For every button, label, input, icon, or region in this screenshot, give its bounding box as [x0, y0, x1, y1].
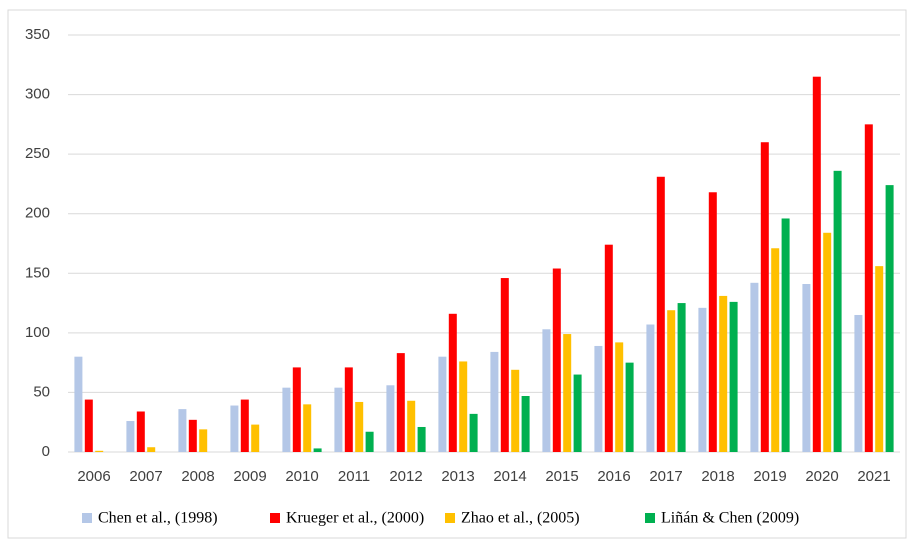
bar	[864, 124, 873, 452]
bar	[386, 385, 395, 452]
y-tick-label: 50	[33, 383, 50, 400]
bar	[594, 345, 603, 452]
legend-swatch	[82, 513, 92, 523]
bar	[521, 396, 530, 452]
bar	[438, 356, 447, 452]
bar	[469, 413, 478, 452]
bar	[490, 351, 499, 452]
bar	[178, 409, 187, 452]
x-tick-label: 2013	[441, 468, 474, 485]
bar	[542, 329, 551, 452]
x-tick-label: 2014	[493, 468, 526, 485]
bar	[760, 142, 769, 452]
bar	[147, 447, 156, 452]
bar	[74, 356, 83, 452]
bar	[885, 185, 894, 452]
y-tick-label: 350	[25, 26, 50, 43]
x-tick-label: 2016	[597, 468, 630, 485]
bar	[84, 399, 93, 452]
x-tick-label: 2020	[805, 468, 838, 485]
bar	[823, 232, 832, 452]
y-tick-label: 300	[25, 86, 50, 103]
y-tick-label: 250	[25, 145, 50, 162]
bar	[656, 176, 665, 452]
legend-swatch	[445, 513, 455, 523]
legend-label: Zhao et al., (2005)	[461, 510, 580, 527]
bar	[708, 192, 717, 453]
bar	[615, 342, 624, 452]
bar	[802, 284, 811, 452]
bar	[282, 387, 291, 452]
x-tick-label: 2008	[181, 468, 214, 485]
bar	[875, 266, 884, 452]
bar	[604, 244, 613, 452]
legend-swatch	[270, 513, 280, 523]
bar	[303, 404, 312, 452]
bar	[344, 367, 353, 452]
x-tick-label: 2021	[857, 468, 890, 485]
bar	[199, 429, 208, 452]
x-tick-label: 2009	[233, 468, 266, 485]
bar	[313, 448, 322, 452]
bar	[750, 282, 759, 452]
x-tick-label: 2006	[77, 468, 110, 485]
bar	[511, 369, 520, 452]
bar	[95, 450, 104, 452]
bar	[334, 387, 343, 452]
x-tick-label: 2012	[389, 468, 422, 485]
bar	[646, 324, 655, 452]
bar	[355, 401, 364, 452]
y-tick-label: 150	[25, 264, 50, 281]
bar	[667, 310, 676, 452]
bar	[407, 400, 416, 452]
legend-label: Liñán & Chen (2009)	[661, 510, 799, 527]
bar	[396, 353, 405, 452]
bar	[552, 268, 561, 452]
legend-label: Chen et al., (1998)	[98, 510, 218, 527]
legend-label: Krueger et al., (2000)	[286, 510, 424, 527]
bar	[126, 421, 135, 452]
x-tick-label: 2007	[129, 468, 162, 485]
y-tick-label: 200	[25, 205, 50, 222]
bar	[292, 367, 301, 452]
bar	[417, 426, 426, 452]
bar	[719, 295, 728, 452]
bar	[812, 76, 821, 452]
bar	[448, 313, 457, 452]
x-tick-label: 2019	[753, 468, 786, 485]
bar	[563, 334, 572, 452]
x-tick-label: 2017	[649, 468, 682, 485]
bar	[854, 314, 863, 452]
legend-swatch	[645, 513, 655, 523]
bar	[771, 248, 780, 452]
bar	[240, 399, 249, 452]
bar	[729, 301, 738, 452]
bar	[698, 307, 707, 452]
bar	[781, 218, 790, 452]
x-tick-label: 2015	[545, 468, 578, 485]
bar	[459, 361, 468, 452]
bar	[365, 431, 374, 452]
bar	[573, 374, 582, 452]
bar	[251, 424, 260, 452]
bar	[136, 411, 145, 452]
x-tick-label: 2011	[338, 468, 370, 485]
y-tick-label: 0	[42, 443, 50, 460]
x-tick-label: 2010	[285, 468, 318, 485]
bar	[500, 278, 509, 452]
y-tick-label: 100	[25, 324, 50, 341]
x-tick-label: 2018	[701, 468, 734, 485]
bar	[625, 362, 634, 452]
bar	[677, 303, 686, 452]
bar	[188, 419, 197, 452]
bar	[833, 170, 842, 452]
bar	[230, 405, 239, 452]
